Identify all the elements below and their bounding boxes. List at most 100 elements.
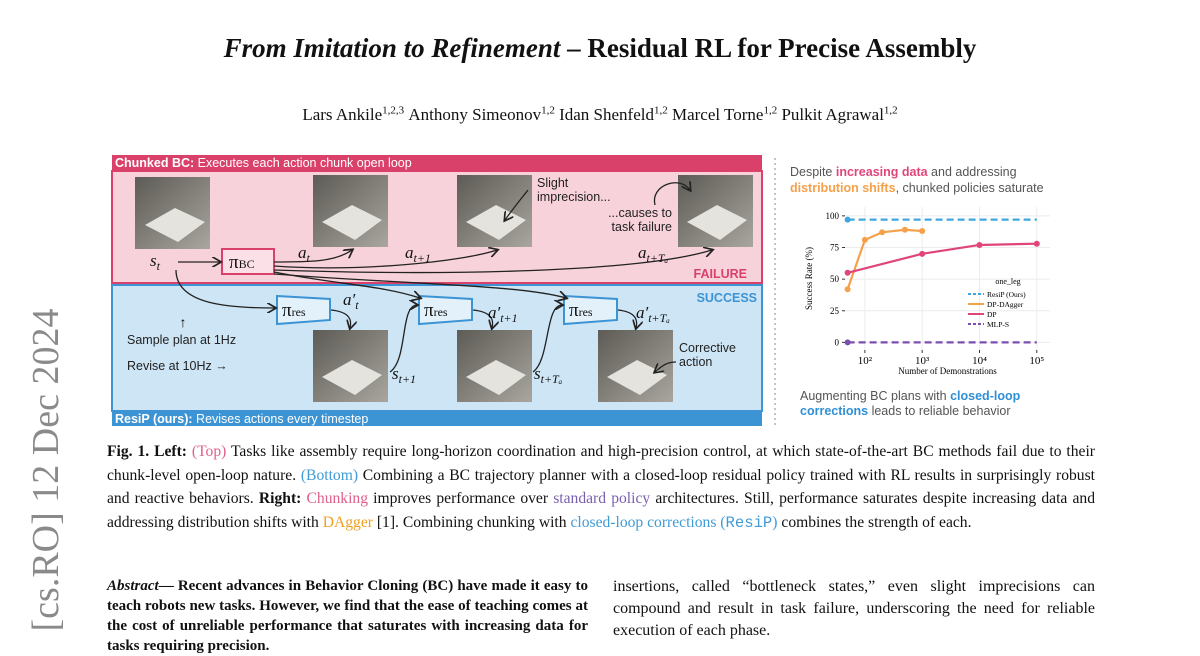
note: Revise at 10Hz → (127, 359, 228, 373)
math-label: πres (569, 300, 593, 321)
pi-res-box (276, 294, 331, 326)
caption-run: Tasks like assembly require long-horizon… (107, 443, 1095, 484)
note: Slight (537, 176, 569, 190)
math-sub: res (434, 305, 448, 319)
note: imprecision... (537, 190, 611, 204)
x-tick-label: 10⁴ (972, 355, 987, 367)
arrows (175, 183, 712, 372)
heading-run: and addressing (928, 165, 1017, 179)
point (844, 339, 851, 346)
caption-run: Chunking (306, 490, 369, 508)
header-text: Executes each action chunk open loop (194, 156, 412, 170)
y-axis-label: Success Rate (%) (804, 247, 814, 310)
author-affiliation: 1,2 (763, 104, 778, 116)
point (844, 269, 851, 276)
math-sub: t+Tₐ (647, 251, 669, 265)
math-label: st+Tₐ (534, 364, 563, 386)
caption-run: ResiP (725, 513, 773, 532)
math-base: π (282, 300, 292, 321)
point (901, 226, 908, 233)
math-sub: t (157, 259, 161, 273)
x-tick-label: 10³ (915, 355, 930, 367)
y-tick-label: 75 (830, 242, 840, 252)
pi-res-box (418, 294, 473, 326)
abstract-text: — Recent advances in Behavior Cloning (B… (107, 578, 588, 654)
math-sub: t (355, 298, 359, 312)
legend-label: MLP-S (987, 320, 1009, 329)
math-label: st+1 (392, 364, 416, 386)
chart: Despite increasing data and addressing di… (790, 165, 1050, 418)
note: ↑ (180, 314, 187, 330)
math-label: a′t+1 (488, 303, 518, 325)
chart-heading: distribution shifts, chunked policies sa… (790, 181, 1044, 195)
caption-run: Combining a BC trajectory planner with a… (107, 466, 1096, 508)
pi-res-box (563, 294, 618, 326)
math-base: a (405, 243, 414, 262)
legend-label: DP-DAgger (987, 300, 1024, 309)
x-tick-label: 10² (858, 355, 873, 367)
math-label: πBC (229, 252, 255, 273)
point (861, 236, 868, 243)
math-base: π (569, 300, 579, 321)
author-affiliation: 1,2 (883, 104, 898, 116)
caption: Fig. 1. Left: (Top) Tasks like assembly … (107, 440, 1095, 535)
abstract-left: Abstract— Recent advances in Behavior Cl… (107, 576, 588, 656)
heading-run: increasing data (836, 165, 929, 179)
heading-run: distribution shifts (790, 181, 896, 195)
point (844, 286, 851, 293)
caption-run: (Bottom) (300, 466, 359, 484)
point (844, 216, 851, 223)
legend-title: one_leg (995, 277, 1020, 286)
authors: Lars Ankile1,2,3 Anthony Simeonov1,2 Ida… (0, 104, 1200, 125)
footer-run: closed-loop (950, 389, 1021, 403)
math-base: s (392, 364, 399, 383)
math-sub: t+Tₐ (648, 311, 670, 325)
caption-run: Fig. 1. Left: (107, 443, 187, 460)
heading-run: , chunked policies saturate (896, 181, 1044, 195)
title-rest: – Residual RL for Precise Assembly (560, 33, 977, 63)
author-name: Marcel Torne (671, 104, 764, 124)
point (976, 241, 983, 248)
series-line (847, 242, 1037, 274)
math-base: a (298, 243, 307, 262)
header-bold: Chunked BC: (115, 156, 194, 170)
success-label: SUCCESS (697, 291, 757, 305)
math-label: πres (282, 300, 306, 321)
math-label: a′t+Tₐ (636, 303, 670, 325)
math-label: st (150, 251, 161, 273)
math-label: at (298, 243, 311, 265)
math-sub: BC (239, 257, 255, 271)
chunked-header: Chunked BC: Executes each action chunk o… (115, 156, 412, 170)
caption-run: closed-loop corrections ( (570, 513, 726, 531)
author: Lars Ankile1,2,3 (302, 104, 408, 124)
math-sub: t+1 (399, 372, 416, 386)
header-text: Revises actions every timestep (193, 412, 369, 426)
caption-run: standard policy (553, 490, 651, 508)
failure-label: FAILURE (694, 267, 747, 281)
math-base: s (150, 251, 157, 270)
x-tick-label: 10⁵ (1029, 355, 1044, 367)
caption-run: improves performance over (368, 490, 554, 508)
legend-label: DP (987, 310, 997, 319)
legend-label: ResiP (Ours) (987, 290, 1026, 299)
heading-run: Despite (790, 165, 836, 179)
math-base: a′ (488, 303, 501, 322)
math-base: π (229, 252, 239, 273)
abstract-right: insertions, called “bottleneck states,” … (613, 578, 1095, 639)
chunked-header-bar (112, 155, 762, 171)
caption-run: (Top) (191, 443, 227, 460)
author-name: Lars Ankile (302, 104, 383, 124)
abstract-label: Abstract (107, 578, 159, 594)
caption-run: DAgger (322, 513, 373, 531)
author-affiliation: 1,2 (541, 104, 555, 116)
author-name: Anthony Simeonov (408, 104, 542, 124)
footer-run: leads to reliable behavior (868, 404, 1010, 418)
title: From Imitation to Refinement – Residual … (0, 33, 1200, 64)
y-tick-label: 100 (826, 211, 840, 221)
math-base: π (424, 300, 434, 321)
math-sub: t+Tₐ (541, 372, 563, 386)
point (919, 228, 926, 235)
author: Anthony Simeonov1,2 (408, 104, 559, 124)
